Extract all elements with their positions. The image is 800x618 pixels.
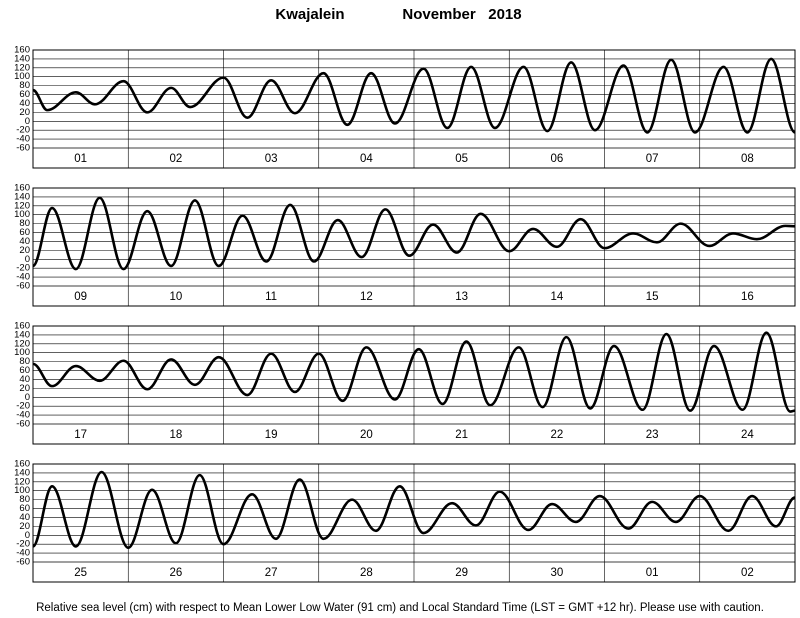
x-tick-label: 08 <box>741 153 754 165</box>
x-tick-label: 30 <box>550 567 563 579</box>
x-tick-label: 06 <box>550 153 563 165</box>
x-tick-label: 26 <box>169 567 182 579</box>
x-tick-label: 11 <box>265 291 277 303</box>
x-tick-label: 17 <box>74 429 87 441</box>
y-tick-label: 60 <box>19 227 30 238</box>
tide-line <box>31 470 796 550</box>
plot-frame <box>32 187 796 307</box>
y-tick-label: -60 <box>16 143 30 154</box>
y-tick-label: 80 <box>19 494 30 505</box>
x-tick-label: 01 <box>646 567 659 579</box>
y-tick-label: 60 <box>19 503 30 514</box>
y-tick-label: 40 <box>19 98 30 109</box>
y-tick-label: 120 <box>14 62 30 73</box>
y-tick-label: 160 <box>14 45 30 56</box>
y-tick-label: 100 <box>14 71 30 82</box>
y-tick-label: 20 <box>19 245 30 256</box>
x-tick-label: 23 <box>646 429 659 441</box>
plot-frame <box>32 463 796 583</box>
y-tick-label: 40 <box>19 512 30 523</box>
y-tick-label: -60 <box>16 557 30 568</box>
y-tick-label: 20 <box>19 383 30 394</box>
y-tick-label: 0 <box>25 116 30 127</box>
y-tick-label: 80 <box>19 356 30 367</box>
y-tick-label: 20 <box>19 107 30 118</box>
y-tick-label: -40 <box>16 272 30 283</box>
x-tick-label: 19 <box>265 429 278 441</box>
y-tick-label: 60 <box>19 89 30 100</box>
x-tick-label: 12 <box>360 291 373 303</box>
plot-frame <box>32 325 796 445</box>
x-tick-label: 02 <box>169 153 182 165</box>
y-tick-label: 160 <box>14 459 30 470</box>
x-tick-label: 14 <box>550 291 563 303</box>
y-tick-label: 0 <box>25 392 30 403</box>
y-tick-label: -20 <box>16 401 30 412</box>
y-tick-label: 160 <box>14 183 30 194</box>
y-tick-label: -20 <box>16 125 30 136</box>
y-tick-label: -40 <box>16 548 30 559</box>
y-tick-label: -60 <box>16 419 30 430</box>
x-tick-label: 18 <box>169 429 182 441</box>
y-tick-label: 120 <box>14 200 30 211</box>
x-tick-label: 16 <box>741 291 754 303</box>
y-tick-label: -40 <box>16 410 30 421</box>
x-tick-label: 05 <box>455 153 468 165</box>
x-tick-label: 28 <box>360 567 373 579</box>
y-tick-label: 100 <box>14 209 30 220</box>
x-tick-label: 02 <box>741 567 754 579</box>
y-tick-label: -20 <box>16 539 30 550</box>
x-tick-label: 09 <box>74 291 87 303</box>
y-tick-label: 140 <box>14 53 30 64</box>
y-tick-label: 140 <box>14 191 30 202</box>
x-tick-label: 01 <box>74 153 87 165</box>
x-tick-label: 21 <box>455 429 468 441</box>
y-tick-label: 80 <box>19 80 30 91</box>
plot-frame <box>32 49 796 169</box>
x-tick-label: 25 <box>74 567 87 579</box>
x-tick-label: 15 <box>646 291 659 303</box>
tide-line <box>32 331 796 413</box>
y-tick-label: 60 <box>19 365 30 376</box>
y-tick-label: -20 <box>16 263 30 274</box>
y-tick-label: -60 <box>16 281 30 292</box>
y-tick-label: 140 <box>14 329 30 340</box>
x-tick-label: 27 <box>265 567 278 579</box>
x-tick-label: 10 <box>169 291 182 303</box>
y-tick-label: 160 <box>14 321 30 332</box>
x-tick-label: 22 <box>550 429 563 441</box>
x-tick-label: 24 <box>741 429 754 441</box>
y-tick-label: 0 <box>25 254 30 265</box>
x-tick-label: 13 <box>455 291 468 303</box>
y-tick-label: 140 <box>14 467 30 478</box>
y-tick-label: 120 <box>14 476 30 487</box>
y-tick-label: 40 <box>19 374 30 385</box>
y-tick-label: 120 <box>14 338 30 349</box>
x-tick-label: 03 <box>265 153 278 165</box>
footnote: Relative sea level (cm) with respect to … <box>36 602 764 614</box>
y-tick-label: 80 <box>19 218 30 229</box>
chart-title: Kwajalein <box>275 6 344 23</box>
y-tick-label: 100 <box>14 485 30 496</box>
y-tick-label: 0 <box>25 530 30 541</box>
y-tick-label: 20 <box>19 521 30 532</box>
tide-line <box>31 196 796 271</box>
x-tick-label: 29 <box>455 567 468 579</box>
x-tick-label: 04 <box>360 153 373 165</box>
y-tick-label: 100 <box>14 347 30 358</box>
chart-subtitle: November 2018 <box>402 6 521 23</box>
tide-line <box>32 57 797 134</box>
y-tick-label: 40 <box>19 236 30 247</box>
x-tick-label: 20 <box>360 429 373 441</box>
x-tick-label: 07 <box>646 153 659 165</box>
y-tick-label: -40 <box>16 134 30 145</box>
